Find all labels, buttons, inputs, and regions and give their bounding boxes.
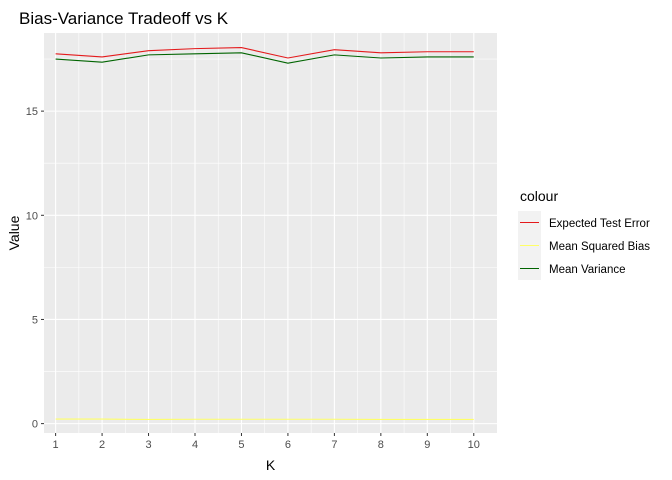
series-line (55, 52, 474, 64)
series-line (55, 47, 474, 59)
legend-item: Mean Squared Bias (518, 234, 650, 257)
x-tick-label: 5 (238, 439, 244, 451)
x-tick-label: 10 (468, 439, 480, 451)
major-grid (44, 33, 497, 433)
x-tick-label: 8 (378, 439, 384, 451)
x-axis: 1 2 3 4 5 6 7 8 9 10 (53, 433, 480, 451)
legend-item: Expected Test Error (518, 211, 650, 234)
legend-label: Mean Squared Bias (549, 241, 650, 253)
legend: colour Expected Test Error Mean Squared B… (518, 188, 650, 280)
y-axis-title: Value (6, 215, 22, 250)
x-tick-label: 3 (145, 439, 151, 451)
legend-title: colour (520, 188, 558, 204)
legend-label: Mean Variance (549, 264, 626, 276)
legend-item: Mean Variance (518, 257, 626, 280)
plot-panel (44, 33, 497, 433)
x-tick-label: 6 (285, 439, 291, 451)
x-tick-label: 2 (99, 439, 105, 451)
y-tick-label: 10 (26, 210, 38, 222)
y-tick-label: 5 (32, 314, 38, 326)
minor-grid (44, 33, 497, 433)
y-tick-label: 15 (26, 106, 38, 118)
legend-label: Expected Test Error (549, 218, 650, 230)
chart-title: Bias-Variance Tradeoff vs K (19, 9, 229, 28)
series-lines (55, 47, 474, 421)
x-tick-label: 4 (192, 439, 198, 451)
x-tick-label: 7 (331, 439, 337, 451)
y-axis: 0 5 10 15 (26, 106, 44, 431)
y-tick-label: 0 (32, 419, 38, 431)
x-tick-label: 1 (53, 439, 59, 451)
x-tick-label: 9 (424, 439, 430, 451)
x-axis-title: K (266, 457, 276, 473)
